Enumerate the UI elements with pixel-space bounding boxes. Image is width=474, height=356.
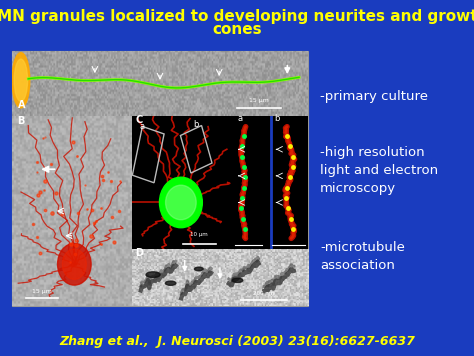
- Text: a: a: [139, 122, 144, 131]
- Ellipse shape: [14, 59, 27, 101]
- Ellipse shape: [165, 281, 176, 286]
- Ellipse shape: [232, 278, 243, 283]
- Text: SMN granules localized to developing neurites and growth: SMN granules localized to developing neu…: [0, 9, 474, 23]
- Text: a: a: [237, 114, 243, 123]
- Text: B: B: [17, 116, 24, 126]
- Ellipse shape: [165, 185, 196, 220]
- Text: -high resolution
light and electron
microscopy: -high resolution light and electron micr…: [320, 146, 438, 195]
- Text: A: A: [18, 100, 26, 110]
- Text: 10 μm: 10 μm: [191, 232, 208, 237]
- Ellipse shape: [159, 177, 202, 228]
- Ellipse shape: [146, 272, 160, 278]
- Text: D: D: [136, 248, 144, 258]
- Text: b: b: [193, 120, 199, 129]
- Text: -primary culture: -primary culture: [320, 90, 428, 103]
- Text: C: C: [136, 115, 143, 125]
- Text: cones: cones: [212, 22, 262, 37]
- Text: b: b: [275, 114, 280, 123]
- Bar: [132, 126, 164, 183]
- Text: Zhang et al.,  J. Neurosci (2003) 23(16):6627-6637: Zhang et al., J. Neurosci (2003) 23(16):…: [59, 335, 415, 349]
- Bar: [181, 126, 212, 173]
- Ellipse shape: [194, 267, 203, 271]
- Text: 200 nm: 200 nm: [253, 290, 274, 295]
- Text: -microtubule
association: -microtubule association: [320, 241, 405, 272]
- Bar: [12, 51, 308, 306]
- Text: 15 μm: 15 μm: [32, 289, 52, 294]
- Ellipse shape: [12, 53, 30, 108]
- Ellipse shape: [57, 243, 91, 285]
- Text: 15 μm: 15 μm: [249, 98, 269, 103]
- Ellipse shape: [63, 249, 86, 279]
